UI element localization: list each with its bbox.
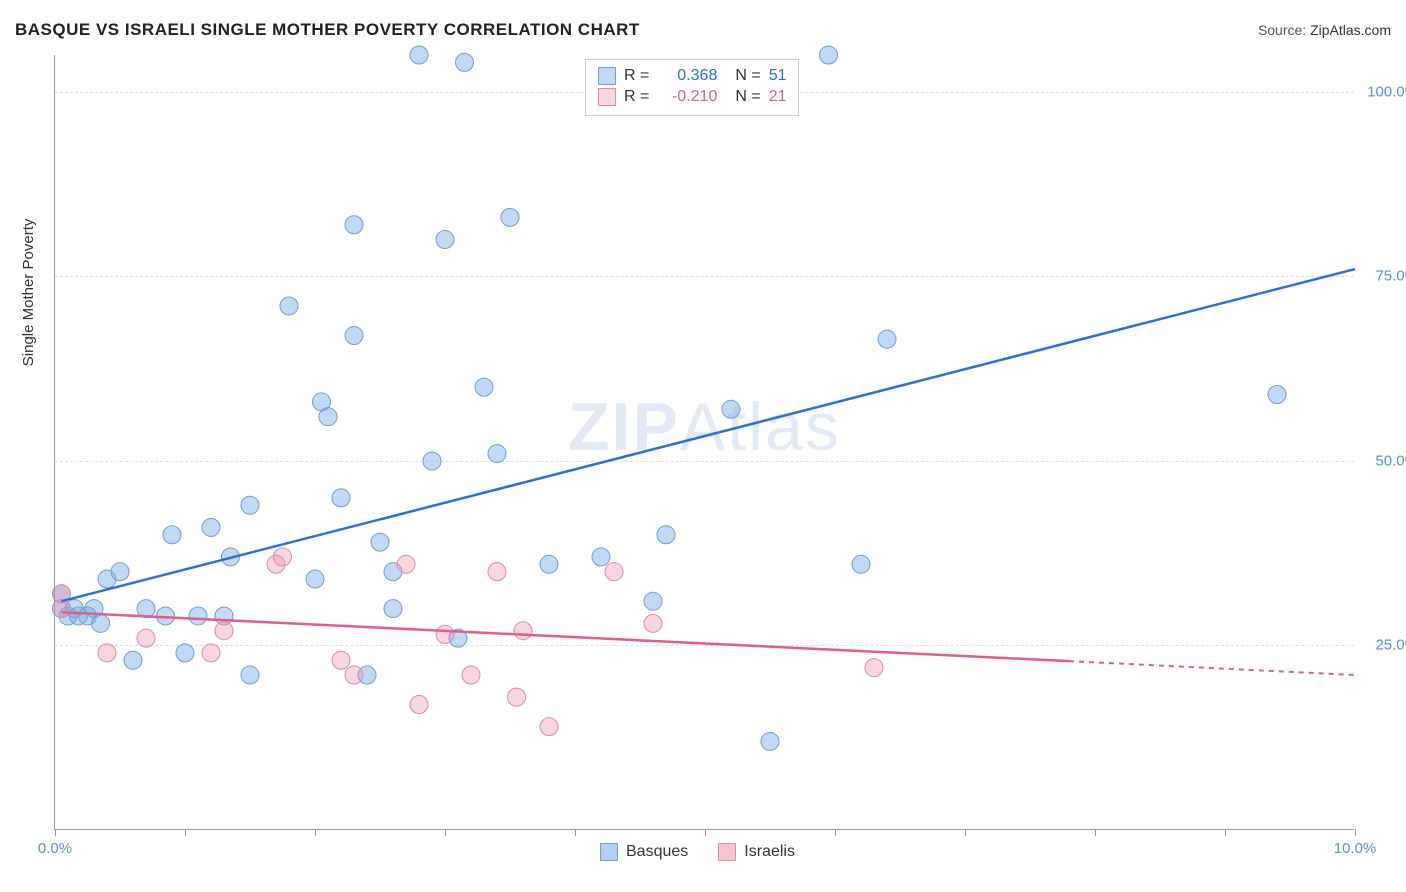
- data-point: [644, 592, 662, 610]
- y-tick-label: 75.0%: [1375, 268, 1406, 285]
- y-axis-title: Single Mother Poverty: [20, 219, 37, 367]
- data-point: [124, 651, 142, 669]
- x-tick: [1095, 829, 1096, 836]
- trend-line: [62, 269, 1356, 601]
- series-legend: Basques Israelis: [600, 843, 795, 861]
- legend-swatch: [598, 67, 616, 85]
- source-label: Source:: [1258, 22, 1306, 38]
- legend-r-value: 0.368: [657, 67, 717, 85]
- data-point: [306, 570, 324, 588]
- legend-n-value: 21: [769, 88, 787, 106]
- data-point: [644, 614, 662, 632]
- data-point: [456, 53, 474, 71]
- data-point: [423, 452, 441, 470]
- legend-n-label: N =: [735, 88, 760, 106]
- data-point: [241, 496, 259, 514]
- legend-n-value: 51: [769, 67, 787, 85]
- data-point: [508, 688, 526, 706]
- source-attribution: Source: ZipAtlas.com: [1258, 22, 1391, 38]
- x-tick-label: 0.0%: [38, 840, 72, 857]
- x-tick-label: 10.0%: [1334, 840, 1377, 857]
- data-point: [514, 622, 532, 640]
- data-point: [319, 408, 337, 426]
- x-tick: [315, 829, 316, 836]
- data-point: [345, 326, 363, 344]
- data-point: [371, 533, 389, 551]
- data-point: [436, 231, 454, 249]
- data-point: [111, 563, 129, 581]
- data-point: [605, 563, 623, 581]
- x-tick: [965, 829, 966, 836]
- data-point: [722, 400, 740, 418]
- legend-label: Israelis: [744, 843, 795, 861]
- legend-row: R = 0.368 N = 51: [598, 67, 786, 85]
- scatter-chart: ZIPAtlas 25.0%50.0%75.0%100.0% 0.0%10.0%…: [54, 55, 1354, 830]
- data-point: [488, 445, 506, 463]
- data-point: [657, 526, 675, 544]
- y-tick-label: 50.0%: [1375, 452, 1406, 469]
- data-point: [241, 666, 259, 684]
- data-point: [865, 659, 883, 677]
- data-point: [202, 518, 220, 536]
- data-point: [280, 297, 298, 315]
- x-tick: [705, 829, 706, 836]
- x-tick: [445, 829, 446, 836]
- legend-swatch: [600, 843, 618, 861]
- data-point: [878, 330, 896, 348]
- legend-item: Basques: [600, 843, 688, 861]
- data-point: [345, 666, 363, 684]
- legend-label: Basques: [626, 843, 688, 861]
- x-tick: [835, 829, 836, 836]
- data-point: [189, 607, 207, 625]
- data-point: [462, 666, 480, 684]
- data-point: [202, 644, 220, 662]
- data-point: [92, 614, 110, 632]
- data-point: [852, 555, 870, 573]
- data-point: [332, 651, 350, 669]
- data-point: [332, 489, 350, 507]
- x-tick: [1225, 829, 1226, 836]
- data-point: [384, 600, 402, 618]
- data-point: [488, 563, 506, 581]
- plot-svg: [55, 55, 1354, 829]
- x-tick: [1355, 829, 1356, 836]
- data-point: [98, 644, 116, 662]
- data-point: [820, 46, 838, 64]
- data-point: [215, 622, 233, 640]
- data-point: [274, 548, 292, 566]
- source-value: ZipAtlas.com: [1310, 22, 1391, 38]
- data-point: [540, 555, 558, 573]
- data-point: [761, 732, 779, 750]
- legend-n-label: N =: [735, 67, 760, 85]
- data-point: [137, 629, 155, 647]
- data-point: [475, 378, 493, 396]
- data-point: [345, 216, 363, 234]
- data-point: [540, 718, 558, 736]
- data-point: [1268, 386, 1286, 404]
- legend-item: Israelis: [718, 843, 795, 861]
- data-point: [163, 526, 181, 544]
- x-tick: [575, 829, 576, 836]
- legend-r-value: -0.210: [657, 88, 717, 106]
- trend-line-dashed: [1069, 661, 1355, 675]
- data-point: [397, 555, 415, 573]
- data-point: [501, 208, 519, 226]
- x-tick: [185, 829, 186, 836]
- x-tick: [55, 829, 56, 836]
- legend-swatch: [598, 88, 616, 106]
- data-point: [592, 548, 610, 566]
- legend-swatch: [718, 843, 736, 861]
- legend-row: R = -0.210 N = 21: [598, 88, 786, 106]
- data-point: [436, 625, 454, 643]
- y-tick-label: 100.0%: [1367, 83, 1406, 100]
- data-point: [410, 46, 428, 64]
- y-tick-label: 25.0%: [1375, 637, 1406, 654]
- data-point: [176, 644, 194, 662]
- correlation-legend: R = 0.368 N = 51 R = -0.210 N = 21: [585, 59, 799, 116]
- legend-r-label: R =: [624, 67, 649, 85]
- data-point: [410, 696, 428, 714]
- chart-title: BASQUE VS ISRAELI SINGLE MOTHER POVERTY …: [15, 20, 640, 40]
- legend-r-label: R =: [624, 88, 649, 106]
